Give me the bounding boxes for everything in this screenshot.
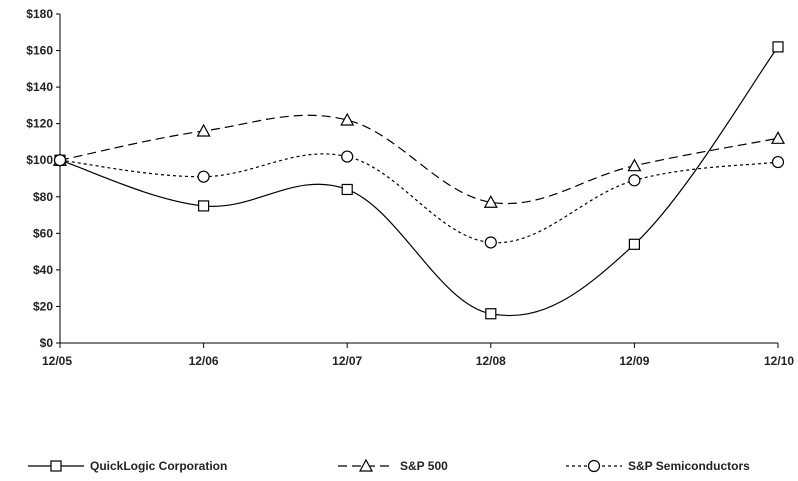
data-point-circle [628, 174, 641, 187]
y-tick-label: $120 [26, 117, 53, 131]
series-lines [52, 41, 786, 320]
data-point-square [628, 238, 641, 250]
data-point-square [485, 308, 497, 320]
x-tick-label: 12/08 [476, 354, 506, 368]
legend-label: S&P 500 [400, 459, 448, 473]
legend-item: QuickLogic Corporation [28, 459, 227, 473]
x-tick-label: 12/05 [42, 354, 72, 368]
y-tick-label: $180 [26, 7, 53, 21]
y-tick-label: $140 [26, 80, 53, 94]
x-tick-label: 12/09 [619, 354, 649, 368]
legend-label: S&P Semiconductors [628, 459, 750, 473]
x-tick-label: 12/07 [332, 354, 362, 368]
y-axis-ticks: $0 $20 $40 $60 $80 $100 $120 $140 $160 $180 [26, 7, 60, 350]
series-line [59, 114, 779, 205]
data-point-square [341, 183, 353, 196]
y-tick-label: $0 [40, 336, 54, 350]
series-square [54, 41, 784, 320]
data-point-square [198, 200, 210, 212]
y-tick-label: $80 [33, 190, 53, 204]
data-point-triangle [770, 131, 786, 144]
legend-marker-triangle [358, 458, 374, 472]
data-point-circle [197, 170, 210, 183]
y-tick-label: $40 [33, 263, 53, 277]
series-triangle [52, 112, 786, 208]
data-point-circle [484, 236, 497, 249]
y-tick-label: $100 [26, 153, 53, 167]
y-tick-label: $20 [33, 299, 53, 313]
legend-item: S&P Semiconductors [566, 459, 750, 473]
legend: QuickLogic Corporation S&P 500 S&P Semicon… [28, 458, 750, 473]
data-point-circle [341, 150, 354, 163]
axes [59, 14, 778, 344]
data-point-square [772, 41, 784, 53]
y-tick-label: $160 [26, 44, 53, 58]
x-tick-label: 12/10 [764, 354, 794, 368]
x-tick-label: 12/06 [189, 354, 219, 368]
legend-item: S&P 500 [338, 458, 448, 473]
data-point-triangle [340, 112, 355, 126]
legend-marker-square [50, 460, 62, 472]
series-line [59, 46, 779, 317]
series-line [59, 153, 779, 244]
series-circle [53, 150, 785, 249]
legend-marker-circle [587, 459, 601, 473]
data-point-triangle [483, 195, 498, 208]
x-axis-ticks: 12/05 12/06 12/07 12/08 12/09 12/10 [42, 343, 794, 368]
data-point-triangle [627, 158, 642, 172]
y-tick-label: $60 [33, 226, 53, 240]
data-point-circle [771, 155, 785, 169]
data-point-circle [53, 154, 67, 167]
data-point-triangle [196, 123, 211, 137]
legend-label: QuickLogic Corporation [90, 459, 227, 473]
